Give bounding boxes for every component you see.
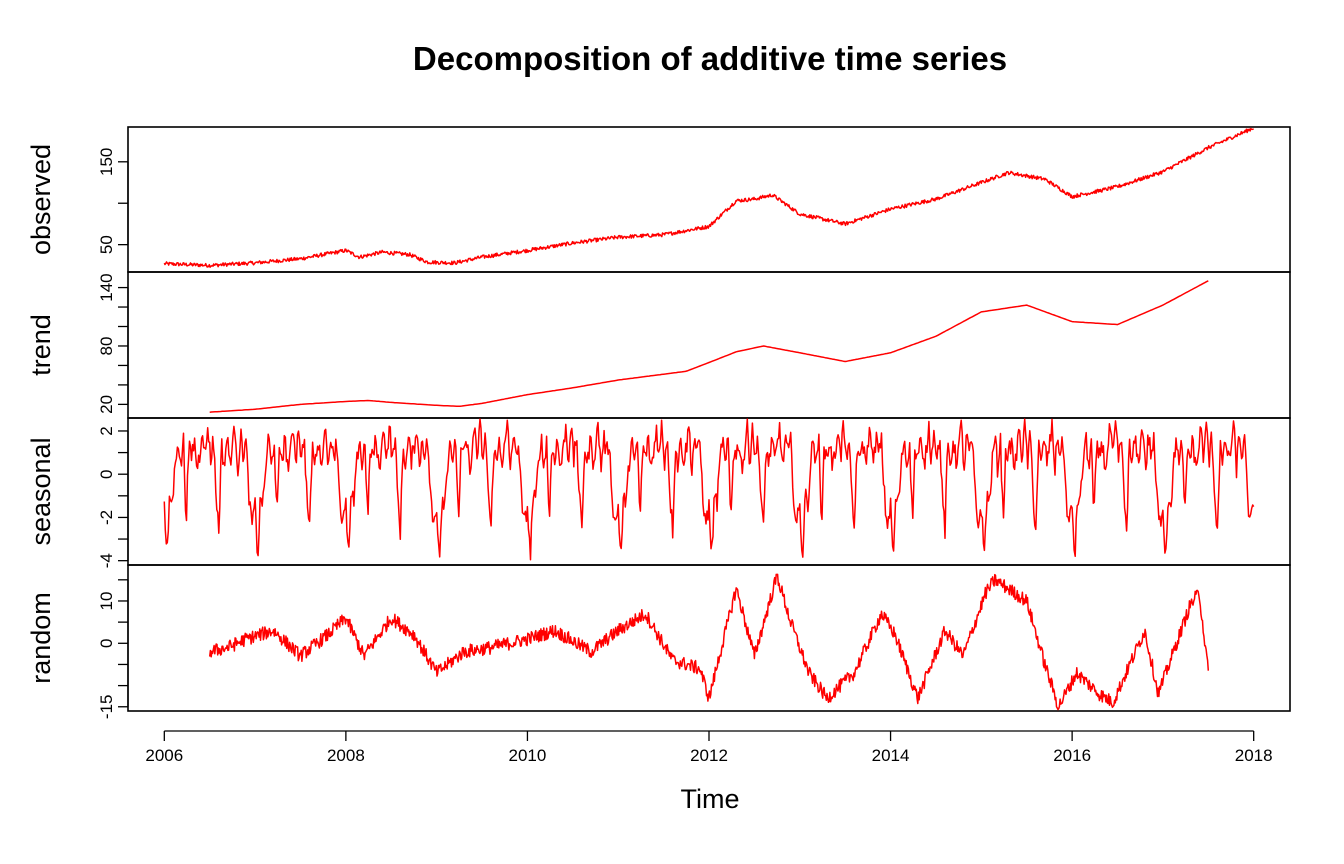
panel-frame-observed [127,126,1291,273]
y-tick-label-observed: 150 [97,148,116,176]
panel-random: -15 0 10 random [26,564,1291,719]
x-tick-label: 2006 [145,746,183,765]
y-axis-label-random: random [26,592,56,684]
x-tick-label: 2010 [509,746,547,765]
panels: 50150observed2080140trend-4-202seasonal-… [26,126,1291,719]
panel-seasonal: -4 -2 0 2 seasonal [26,417,1291,568]
x-tick-label: 2016 [1053,746,1091,765]
x-axis-label: Time [681,784,740,814]
y-tick-label-random: 10 [97,592,116,611]
x-tick-label: 2012 [690,746,728,765]
x-tick-label: 2014 [872,746,910,765]
y-tick-label-seasonal: -4 [97,553,116,568]
panel-frame-random [127,564,1291,712]
y-tick-label-random: -15 [97,694,116,719]
series-line-observed [163,127,1254,268]
series-line-trend [209,280,1209,413]
panel-frame-trend [127,271,1291,419]
panel-trend: 20 80 140 trend [26,271,1291,419]
y-tick-label-observed: 50 [97,235,116,254]
y-axis-label-observed: observed [26,144,56,255]
x-tick-label: 2018 [1235,746,1273,765]
x-tick-label: 2008 [327,746,365,765]
y-axis-label-seasonal: seasonal [26,437,56,545]
chart-title: Decomposition of additive time series [413,40,1007,77]
y-tick-label-seasonal: 2 [97,426,116,435]
series-line-seasonal [163,418,1255,561]
panel-frame-seasonal [127,417,1291,566]
y-tick-label-trend: 80 [97,337,116,356]
y-tick-label-seasonal: -2 [97,510,116,525]
series-line-random [208,573,1210,711]
y-tick-label-trend: 20 [97,395,116,414]
y-axis-label-trend: trend [26,314,56,376]
y-tick-label-random: 0 [97,639,116,648]
y-tick-label-trend: 140 [97,273,116,301]
x-axis: 2006 2008 2010 2012 2014 2016 2018 [145,730,1273,765]
panel-observed: 50 150 observed [26,126,1291,273]
y-tick-label-seasonal: 0 [97,469,116,478]
